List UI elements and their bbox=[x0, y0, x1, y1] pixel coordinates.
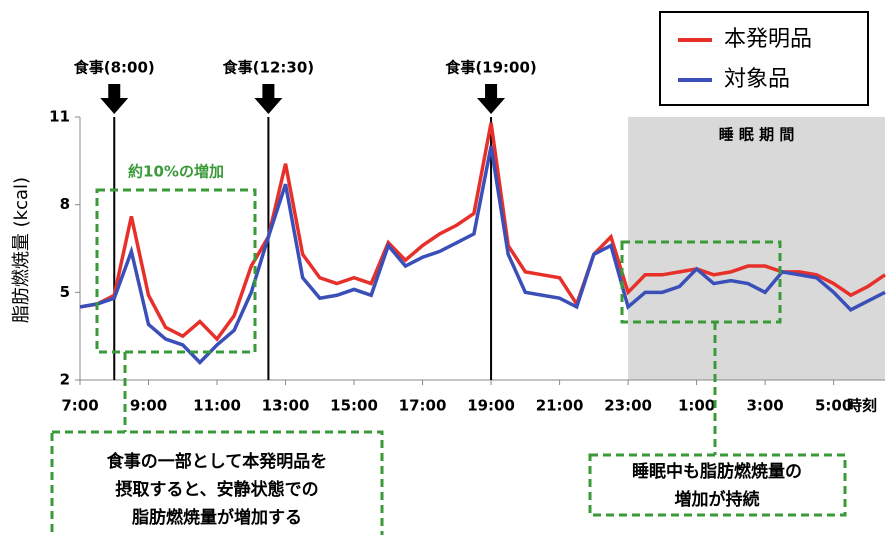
x-tick-label: 7:00 bbox=[61, 397, 98, 415]
y-tick-label: 11 bbox=[49, 108, 70, 126]
sleep-box bbox=[620, 240, 782, 324]
x-tick-label: 17:00 bbox=[399, 397, 447, 415]
meal-arrow bbox=[254, 84, 283, 114]
increase-box bbox=[95, 188, 257, 354]
sleep-region bbox=[628, 117, 885, 380]
x-tick-label: 1:00 bbox=[678, 397, 715, 415]
series-line bbox=[79, 145, 886, 365]
legend-label: 対象品 bbox=[724, 67, 790, 92]
callout-text: 睡眠中も脂肪燃焼量の bbox=[632, 461, 802, 482]
callout-text: 脂肪燃焼量が増加する bbox=[132, 507, 302, 528]
increase-label: 約10%の増加 bbox=[128, 163, 224, 181]
series-line bbox=[79, 122, 886, 342]
x-tick-label: 5:00 bbox=[815, 397, 852, 415]
x-tick-label: 13:00 bbox=[262, 397, 310, 415]
meal-label: 食事(12:30) bbox=[223, 59, 314, 77]
x-axis-label: 時刻 bbox=[847, 397, 877, 415]
x-tick-label: 9:00 bbox=[130, 397, 167, 415]
callout-text: 摂取すると、安静状態での bbox=[115, 479, 318, 500]
callout-text: 増加が持続 bbox=[675, 489, 760, 510]
y-tick-label: 5 bbox=[60, 283, 70, 301]
callout-box bbox=[588, 453, 847, 517]
legend-label: 本発明品 bbox=[724, 27, 812, 52]
x-tick-label: 23:00 bbox=[604, 397, 652, 415]
meal-arrow bbox=[477, 84, 506, 114]
sleep-label: 睡 眠 期 間 bbox=[719, 126, 795, 144]
x-tick-label: 15:00 bbox=[330, 397, 378, 415]
callout-box bbox=[50, 430, 384, 535]
meal-label: 食事(8:00) bbox=[74, 59, 155, 77]
y-axis-label: 脂肪燃焼量 (kcal) bbox=[11, 177, 32, 323]
x-tick-label: 11:00 bbox=[193, 397, 241, 415]
x-tick-label: 21:00 bbox=[536, 397, 584, 415]
legend-box bbox=[659, 11, 869, 106]
x-tick-label: 19:00 bbox=[467, 397, 515, 415]
y-tick-label: 8 bbox=[60, 195, 70, 213]
y-tick-label: 2 bbox=[60, 371, 70, 389]
callout-text: 食事の一部として本発明品を bbox=[107, 451, 328, 472]
x-tick-label: 3:00 bbox=[746, 397, 783, 415]
meal-label: 食事(19:00) bbox=[445, 59, 536, 77]
meal-arrow bbox=[100, 84, 129, 114]
